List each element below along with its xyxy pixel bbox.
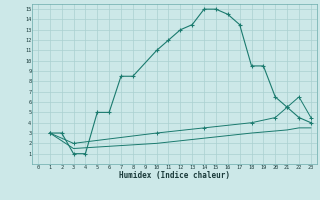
X-axis label: Humidex (Indice chaleur): Humidex (Indice chaleur) — [119, 171, 230, 180]
